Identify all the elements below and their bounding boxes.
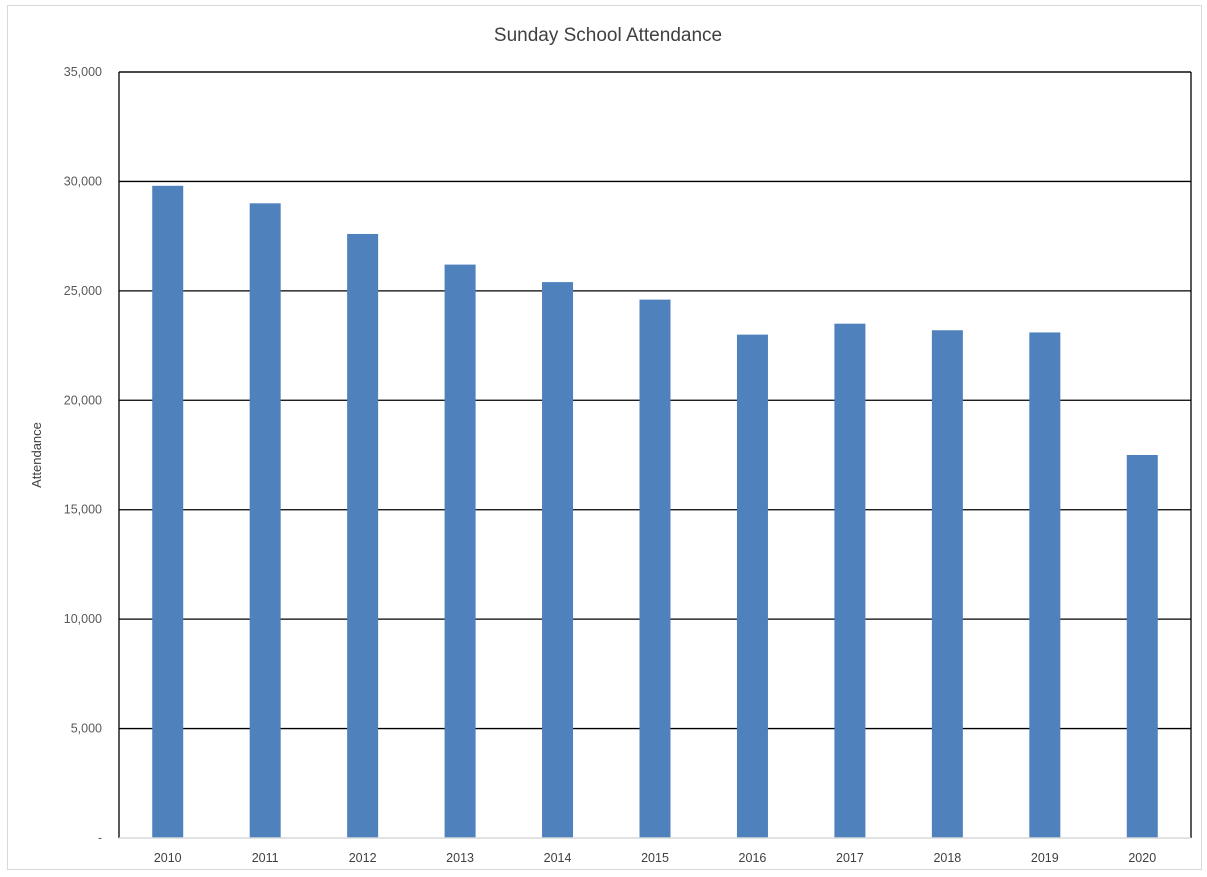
y-tick-label: 5,000 — [71, 722, 102, 736]
y-tick-label: 35,000 — [64, 65, 102, 79]
y-tick-label: - — [98, 831, 102, 845]
x-tick-label: 2012 — [349, 851, 377, 865]
bar-2014 — [542, 282, 574, 838]
x-tick-label: 2016 — [739, 851, 767, 865]
x-tick-label: 2019 — [1031, 851, 1059, 865]
y-axis-label: Attendance — [29, 422, 44, 488]
axes — [118, 71, 1192, 839]
x-tick-label: 2017 — [836, 851, 864, 865]
bar-2015 — [639, 299, 671, 838]
y-tick-label: 15,000 — [64, 503, 102, 517]
x-tick-label: 2010 — [154, 851, 182, 865]
bar-2010 — [152, 185, 184, 838]
bar-2012 — [347, 233, 379, 838]
chart-frame — [7, 5, 1202, 870]
y-axis-ticks: - 5,000 10,000 15,000 20,000 25,000 30,000 35,0… — [64, 65, 102, 845]
bars — [152, 185, 1158, 839]
bar-2013 — [444, 264, 476, 838]
y-tick-label: 25,000 — [64, 284, 102, 298]
bar-2017 — [834, 323, 866, 839]
bar-2020 — [1126, 455, 1158, 838]
x-axis-ticks: 2010 2011 2012 2013 2014 2015 2016 2017 2018 2019… — [154, 851, 1156, 865]
x-tick-label: 2014 — [544, 851, 572, 865]
y-tick-label: 20,000 — [64, 393, 102, 407]
bar-2016 — [736, 334, 768, 838]
x-tick-label: 2015 — [641, 851, 669, 865]
x-tick-label: 2011 — [252, 851, 279, 865]
x-tick-label: 2013 — [446, 851, 474, 865]
y-tick-label: 10,000 — [64, 612, 102, 626]
bar-2011 — [249, 203, 281, 839]
x-tick-label: 2020 — [1128, 851, 1156, 865]
bar-2018 — [931, 330, 963, 838]
y-tick-label: 30,000 — [64, 174, 102, 188]
bar-2019 — [1029, 332, 1061, 838]
chart-title: Sunday School Attendance — [494, 25, 722, 46]
x-tick-label: 2018 — [933, 851, 961, 865]
